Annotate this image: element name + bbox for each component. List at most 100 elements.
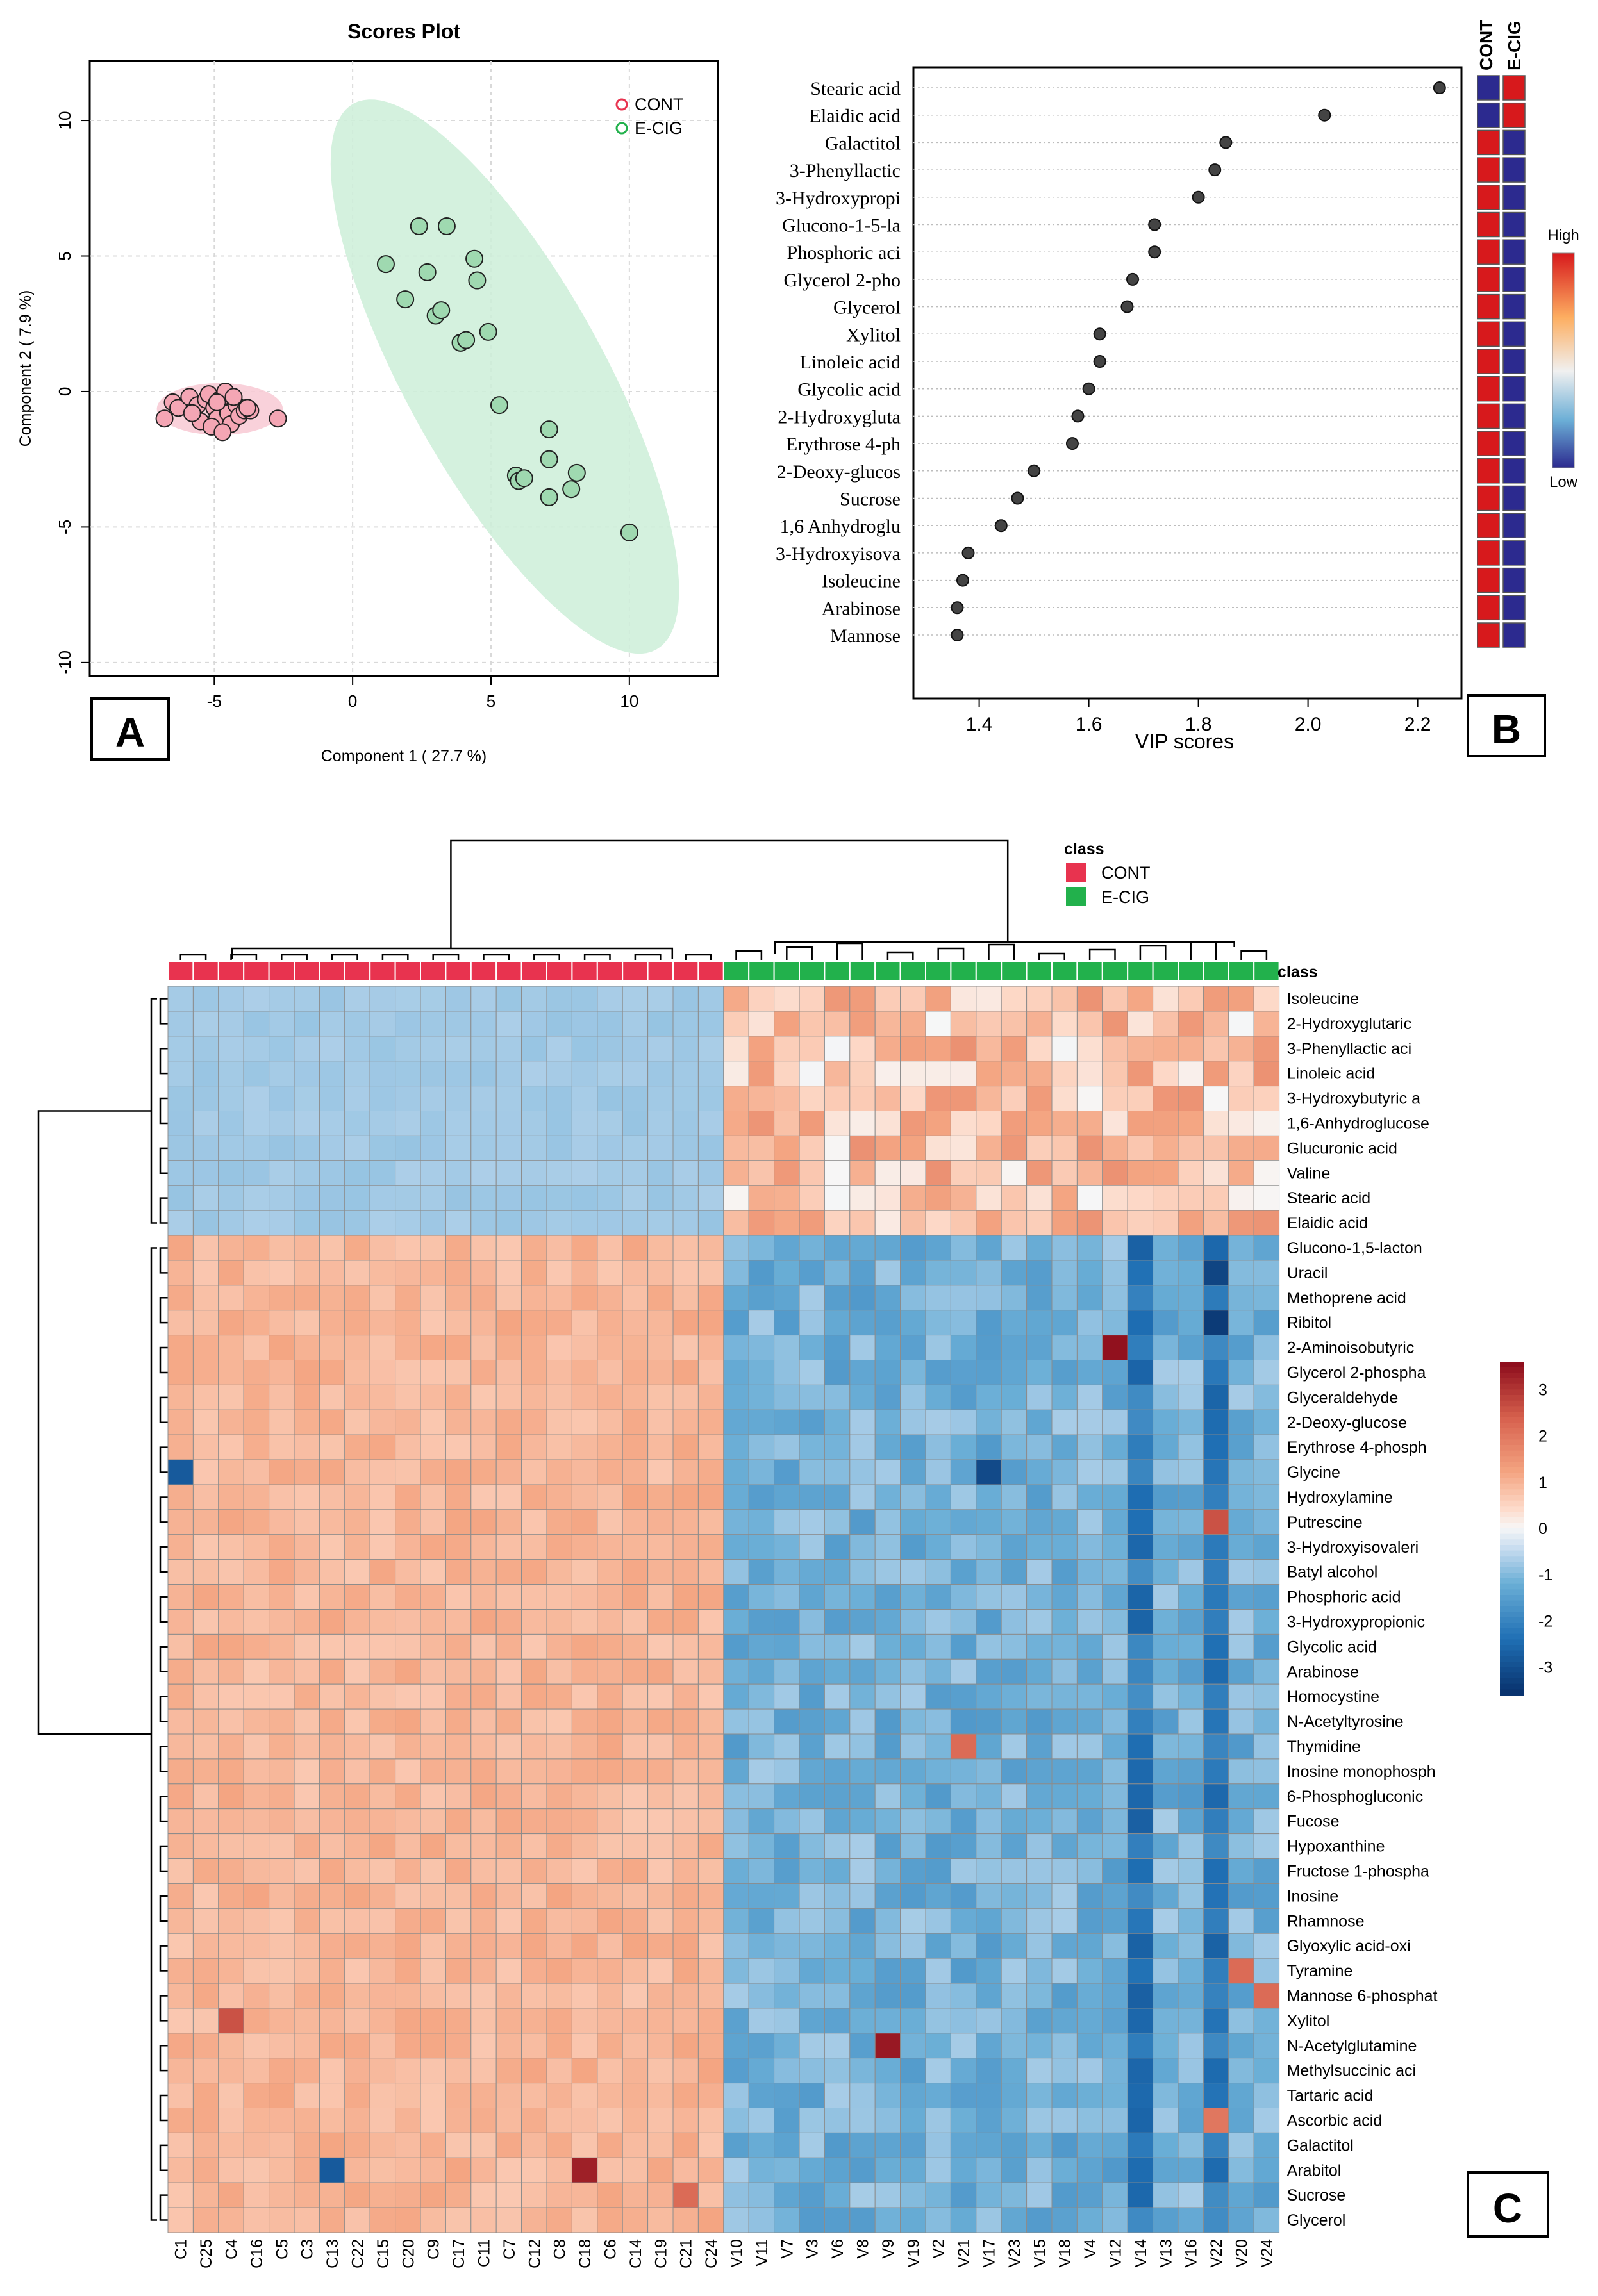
heatmap-cell — [470, 1708, 497, 1735]
heatmap-cell — [1178, 1036, 1204, 1062]
heatmap-cell — [521, 2083, 547, 2109]
heatmap-cell — [1203, 1983, 1229, 2009]
heatmap-cell — [1253, 2058, 1280, 2084]
heatmap-column-dendrogram — [179, 839, 1268, 960]
heatmap-cell — [849, 1111, 876, 1136]
heatmap-cell — [495, 1459, 522, 1485]
vip-point — [951, 629, 964, 641]
heatmap-cell — [571, 1833, 598, 1860]
heatmap-cell — [647, 1135, 674, 1161]
heatmap-cell — [1178, 1061, 1204, 1087]
heatmap-cell — [495, 1260, 522, 1286]
heatmap-cell — [369, 1160, 396, 1186]
heatmap-cell — [925, 1160, 951, 1186]
heatmap-column-label: V21 — [955, 2239, 973, 2267]
heatmap-cell — [395, 1086, 421, 1111]
heatmap-cell — [774, 1285, 800, 1311]
heatmap-cell — [369, 1733, 396, 1760]
heatmap-cell — [445, 2157, 472, 2183]
heatmap-cell — [1051, 1933, 1078, 1959]
heatmap-column-label: C7 — [501, 2239, 519, 2259]
heatmap-cell — [597, 1111, 623, 1136]
heatmap-cell — [824, 1908, 851, 1934]
vip-side-cell-cont — [1477, 513, 1500, 538]
heatmap-class-cell — [319, 961, 345, 981]
heatmap-cell — [672, 1011, 699, 1037]
heatmap-cell — [470, 1534, 497, 1560]
heatmap-colorbar-segment — [1500, 1378, 1524, 1385]
heatmap-cell — [521, 1111, 547, 1136]
heatmap-cell — [546, 2207, 572, 2233]
heatmap-class-cell — [192, 961, 219, 981]
heatmap-cell — [874, 1260, 901, 1286]
heatmap-cell — [1026, 1285, 1053, 1311]
heatmap-cell — [571, 1658, 598, 1685]
heatmap-cell — [218, 1858, 244, 1884]
heatmap-cell — [495, 1285, 522, 1311]
heatmap-cell — [950, 1260, 977, 1286]
heatmap-cell — [622, 1509, 649, 1535]
heatmap-cell — [243, 1733, 270, 1760]
heatmap-cell — [344, 1534, 370, 1560]
heatmap-cell — [1153, 1658, 1179, 1685]
heatmap-cell — [369, 1310, 396, 1336]
heatmap-row-label: Methoprene acid — [1287, 1289, 1406, 1307]
heatmap-cell — [218, 1658, 244, 1685]
heatmap-cell — [571, 1260, 598, 1286]
heatmap-class-cell — [369, 961, 396, 981]
heatmap-colorbar-segment — [1500, 1428, 1524, 1435]
heatmap-cell — [571, 1633, 598, 1660]
heatmap-cell — [445, 1833, 472, 1860]
heatmap-cell — [1102, 1683, 1128, 1710]
heatmap-cell — [925, 1758, 951, 1785]
heatmap-cell — [420, 1833, 446, 1860]
heatmap-cell — [748, 1908, 775, 1934]
heatmap-cell — [344, 1658, 370, 1685]
heatmap-cell — [218, 2157, 244, 2183]
heatmap-cell — [420, 1559, 446, 1585]
heatmap-cell — [672, 2108, 699, 2133]
heatmap-cell — [294, 2132, 320, 2158]
heatmap-cell — [723, 1360, 749, 1385]
heatmap-cell — [1026, 2132, 1053, 2158]
heatmap-cell — [1102, 1534, 1128, 1560]
heatmap-cell — [748, 986, 775, 1012]
heatmap-cell — [976, 1658, 1002, 1685]
heatmap-cell — [1228, 1783, 1254, 1810]
heatmap-cell — [1203, 986, 1229, 1012]
heatmap-cell — [597, 1908, 623, 1934]
heatmap-cell — [1102, 2108, 1128, 2133]
heatmap-cell — [874, 1908, 901, 1934]
heatmap-cell — [319, 2157, 345, 2183]
heatmap-cell — [571, 2207, 598, 2233]
heatmap-cell — [1203, 1758, 1229, 1785]
heatmap-cell — [799, 1559, 825, 1585]
heatmap-row-label: Mannose 6-phosphat — [1287, 1987, 1438, 2005]
heatmap-cell — [723, 2033, 749, 2059]
heatmap-cell — [495, 986, 522, 1012]
heatmap-cell — [748, 2182, 775, 2208]
heatmap-cell — [672, 2157, 699, 2183]
heatmap-cell — [445, 2207, 472, 2233]
heatmap-cell — [269, 2033, 295, 2059]
vip-point — [1120, 300, 1134, 313]
heatmap-cell — [925, 2182, 951, 2208]
heatmap-cell — [1001, 1733, 1028, 1760]
heatmap-cell — [445, 2008, 472, 2034]
heatmap-cell — [672, 2182, 699, 2208]
heatmap-legend-cont-swatch — [1066, 863, 1086, 882]
heatmap-cell — [521, 1708, 547, 1735]
heatmap-cell — [445, 1559, 472, 1585]
heatmap-column-label: C18 — [576, 2239, 594, 2268]
heatmap-cell — [319, 1908, 345, 1934]
heatmap-cell — [799, 1185, 825, 1211]
heatmap-cell — [319, 1185, 345, 1211]
heatmap-cell — [521, 1384, 547, 1410]
heatmap-cell — [1127, 1335, 1154, 1361]
heatmap-cell — [622, 2033, 649, 2059]
heatmap-cell — [470, 2008, 497, 2034]
heatmap-cell — [900, 1983, 926, 2009]
heatmap-cell — [723, 1409, 749, 1435]
heatmap-cell — [167, 1434, 194, 1460]
heatmap-cell — [395, 1933, 421, 1959]
